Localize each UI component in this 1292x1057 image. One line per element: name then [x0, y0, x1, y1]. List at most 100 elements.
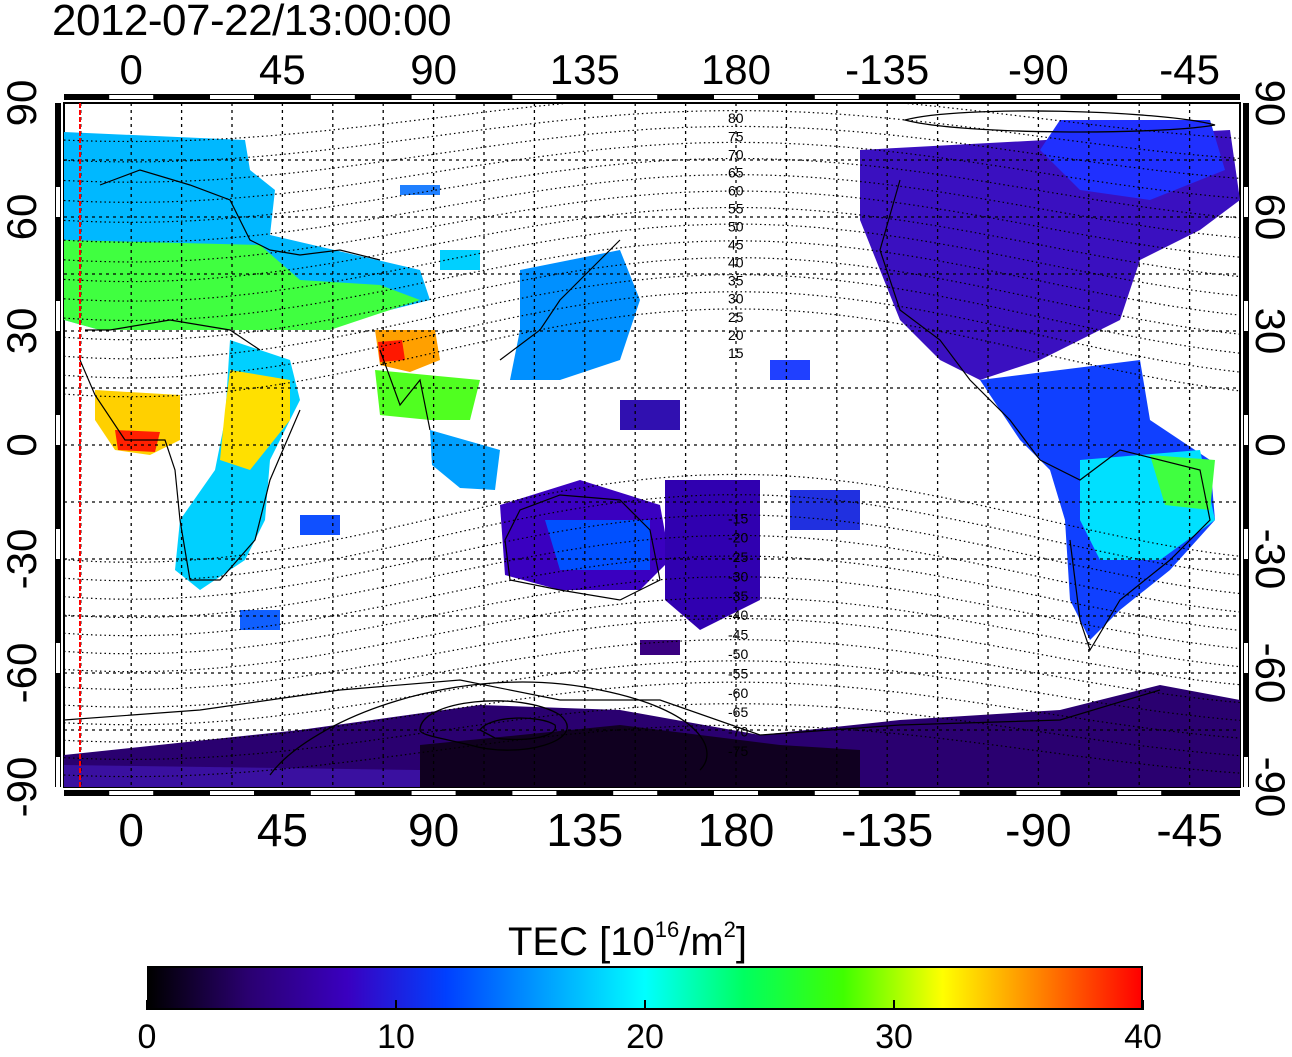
right-axis-gap [1244, 301, 1248, 331]
grid-lines [64, 103, 1240, 787]
dip-contour-label: 60 [728, 182, 744, 198]
dip-contour-label: -55 [728, 665, 748, 681]
colorbar-title: TEC [1016/m2] [508, 906, 747, 966]
colorbar-tick-label: 30 [875, 1018, 913, 1056]
dip-contour-label: 40 [728, 255, 744, 271]
dip-contour-label: -60 [728, 685, 748, 701]
top-axis-gap [310, 95, 355, 99]
lon-label-bottom: 135 [546, 804, 623, 856]
lon-label-bottom: -90 [1005, 804, 1071, 856]
top-axis-gap [109, 95, 154, 99]
dip-contour [64, 724, 1240, 778]
dip-contour-label: 25 [728, 309, 744, 325]
left-axis-gap [56, 757, 60, 787]
colorbar [147, 966, 1143, 1010]
dip-contour-label: -45 [728, 627, 748, 643]
lon-label-top: -135 [845, 46, 929, 93]
lon-label-bottom: -45 [1156, 804, 1222, 856]
dip-contour [64, 141, 1240, 203]
bottom-axis-gap [210, 791, 254, 795]
lon-label-top: 0 [120, 46, 143, 93]
bottom-axis-gap [512, 791, 557, 795]
dip-contour-label: -75 [728, 743, 748, 759]
dip-contour [64, 240, 1240, 322]
right-axis-gap [1244, 73, 1248, 103]
dip-contour-labels: 80 75 70 65 60 55 50 45 40 35 30 25 20 15 -15 -20 -25 -30… [728, 110, 748, 759]
colorbar-tick-label: 20 [626, 1018, 664, 1056]
bottom-axis-gap [109, 791, 154, 795]
lat-label-right: 90 [1247, 80, 1292, 127]
dip-contour-label: 75 [728, 128, 744, 144]
axis-bars [55, 73, 1249, 796]
lat-label-right: 30 [1247, 308, 1292, 355]
top-axis-gap [915, 95, 960, 99]
colorbar-tick-label: 10 [377, 1018, 415, 1056]
left-axis-gap [56, 301, 60, 331]
lat-label-right: 0 [1247, 433, 1292, 456]
lat-label-right: -60 [1247, 643, 1292, 704]
dip-contours [64, 103, 1240, 778]
lon-label-top: 45 [259, 46, 306, 93]
left-axis-gap [56, 187, 60, 217]
dip-contour-label: 15 [728, 345, 744, 361]
dip-contour-label: -70 [728, 724, 748, 740]
dip-contour-label: 45 [728, 237, 744, 253]
bottom-axis-gap [411, 791, 456, 795]
lon-label-top: 90 [410, 46, 457, 93]
lon-label-top: 135 [550, 46, 620, 93]
top-axis-gap [814, 95, 859, 99]
lat-label-left: -90 [0, 757, 45, 818]
dip-contour-label: -25 [728, 549, 748, 565]
top-axis-gap [512, 95, 557, 99]
tec-patches [64, 120, 1240, 787]
bottom-axis-gap [814, 791, 859, 795]
dip-contour [64, 681, 1240, 743]
lon-label-bottom: 45 [257, 804, 308, 856]
dip-contour-label: 65 [728, 164, 744, 180]
lat-label-left: 0 [0, 433, 45, 456]
lat-label-left: 90 [0, 80, 45, 127]
dip-contour-label: 55 [728, 200, 744, 216]
dip-contour-label: 80 [728, 110, 744, 126]
dip-contour-label: 70 [728, 146, 744, 162]
lat-label-left: -30 [0, 529, 45, 590]
bottom-axis-gap [915, 791, 960, 795]
dip-contour-label: 50 [728, 219, 744, 235]
magnetic-pole-contours [269, 110, 1216, 776]
top-axis-gap [411, 95, 456, 99]
axis-labels: 0045459090135135180180-135-135-90-90-45-… [0, 46, 1292, 856]
lon-label-bottom: 180 [698, 804, 775, 856]
dip-contour-label: -35 [728, 588, 748, 604]
bottom-axis-gap [613, 791, 658, 795]
dip-contour-label: -15 [728, 510, 748, 526]
left-axis-gap [56, 643, 60, 673]
lat-label-right: -90 [1247, 757, 1292, 818]
lon-label-top: -90 [1008, 46, 1069, 93]
right-axis-gap [1244, 757, 1248, 787]
right-axis-gap [1244, 643, 1248, 673]
colorbar-title-main: TEC [10 [508, 920, 655, 964]
dip-contour [64, 157, 1240, 223]
top-axis-gap [1117, 95, 1162, 99]
dip-contour-label: 20 [728, 327, 744, 343]
colorbar-tick-label: 0 [137, 1018, 157, 1056]
lat-label-left: 60 [0, 194, 45, 241]
colorbar-title-unit: /m [679, 920, 724, 964]
dip-contour [64, 109, 1240, 163]
top-axis-gap [613, 95, 658, 99]
colorbar-tick-label: 40 [1124, 1018, 1162, 1056]
lon-label-bottom: -135 [841, 804, 933, 856]
dip-contour [64, 555, 1240, 637]
lon-label-bottom: 0 [118, 804, 144, 856]
bottom-axis-gap [714, 791, 758, 795]
right-axis-gap [1244, 529, 1248, 559]
timestamp: 2012-07-22/13:00:00 [52, 0, 452, 45]
bottom-axis-gap [1117, 791, 1162, 795]
bottom-axis-gap [1016, 791, 1061, 795]
colorbar-title-end: ] [735, 920, 748, 964]
dip-contour-label: -20 [728, 530, 748, 546]
colorbar-tick [395, 1000, 397, 1010]
bottom-axis-gap [310, 791, 355, 795]
colorbar-tick [644, 1000, 646, 1010]
coastlines [64, 169, 1211, 736]
